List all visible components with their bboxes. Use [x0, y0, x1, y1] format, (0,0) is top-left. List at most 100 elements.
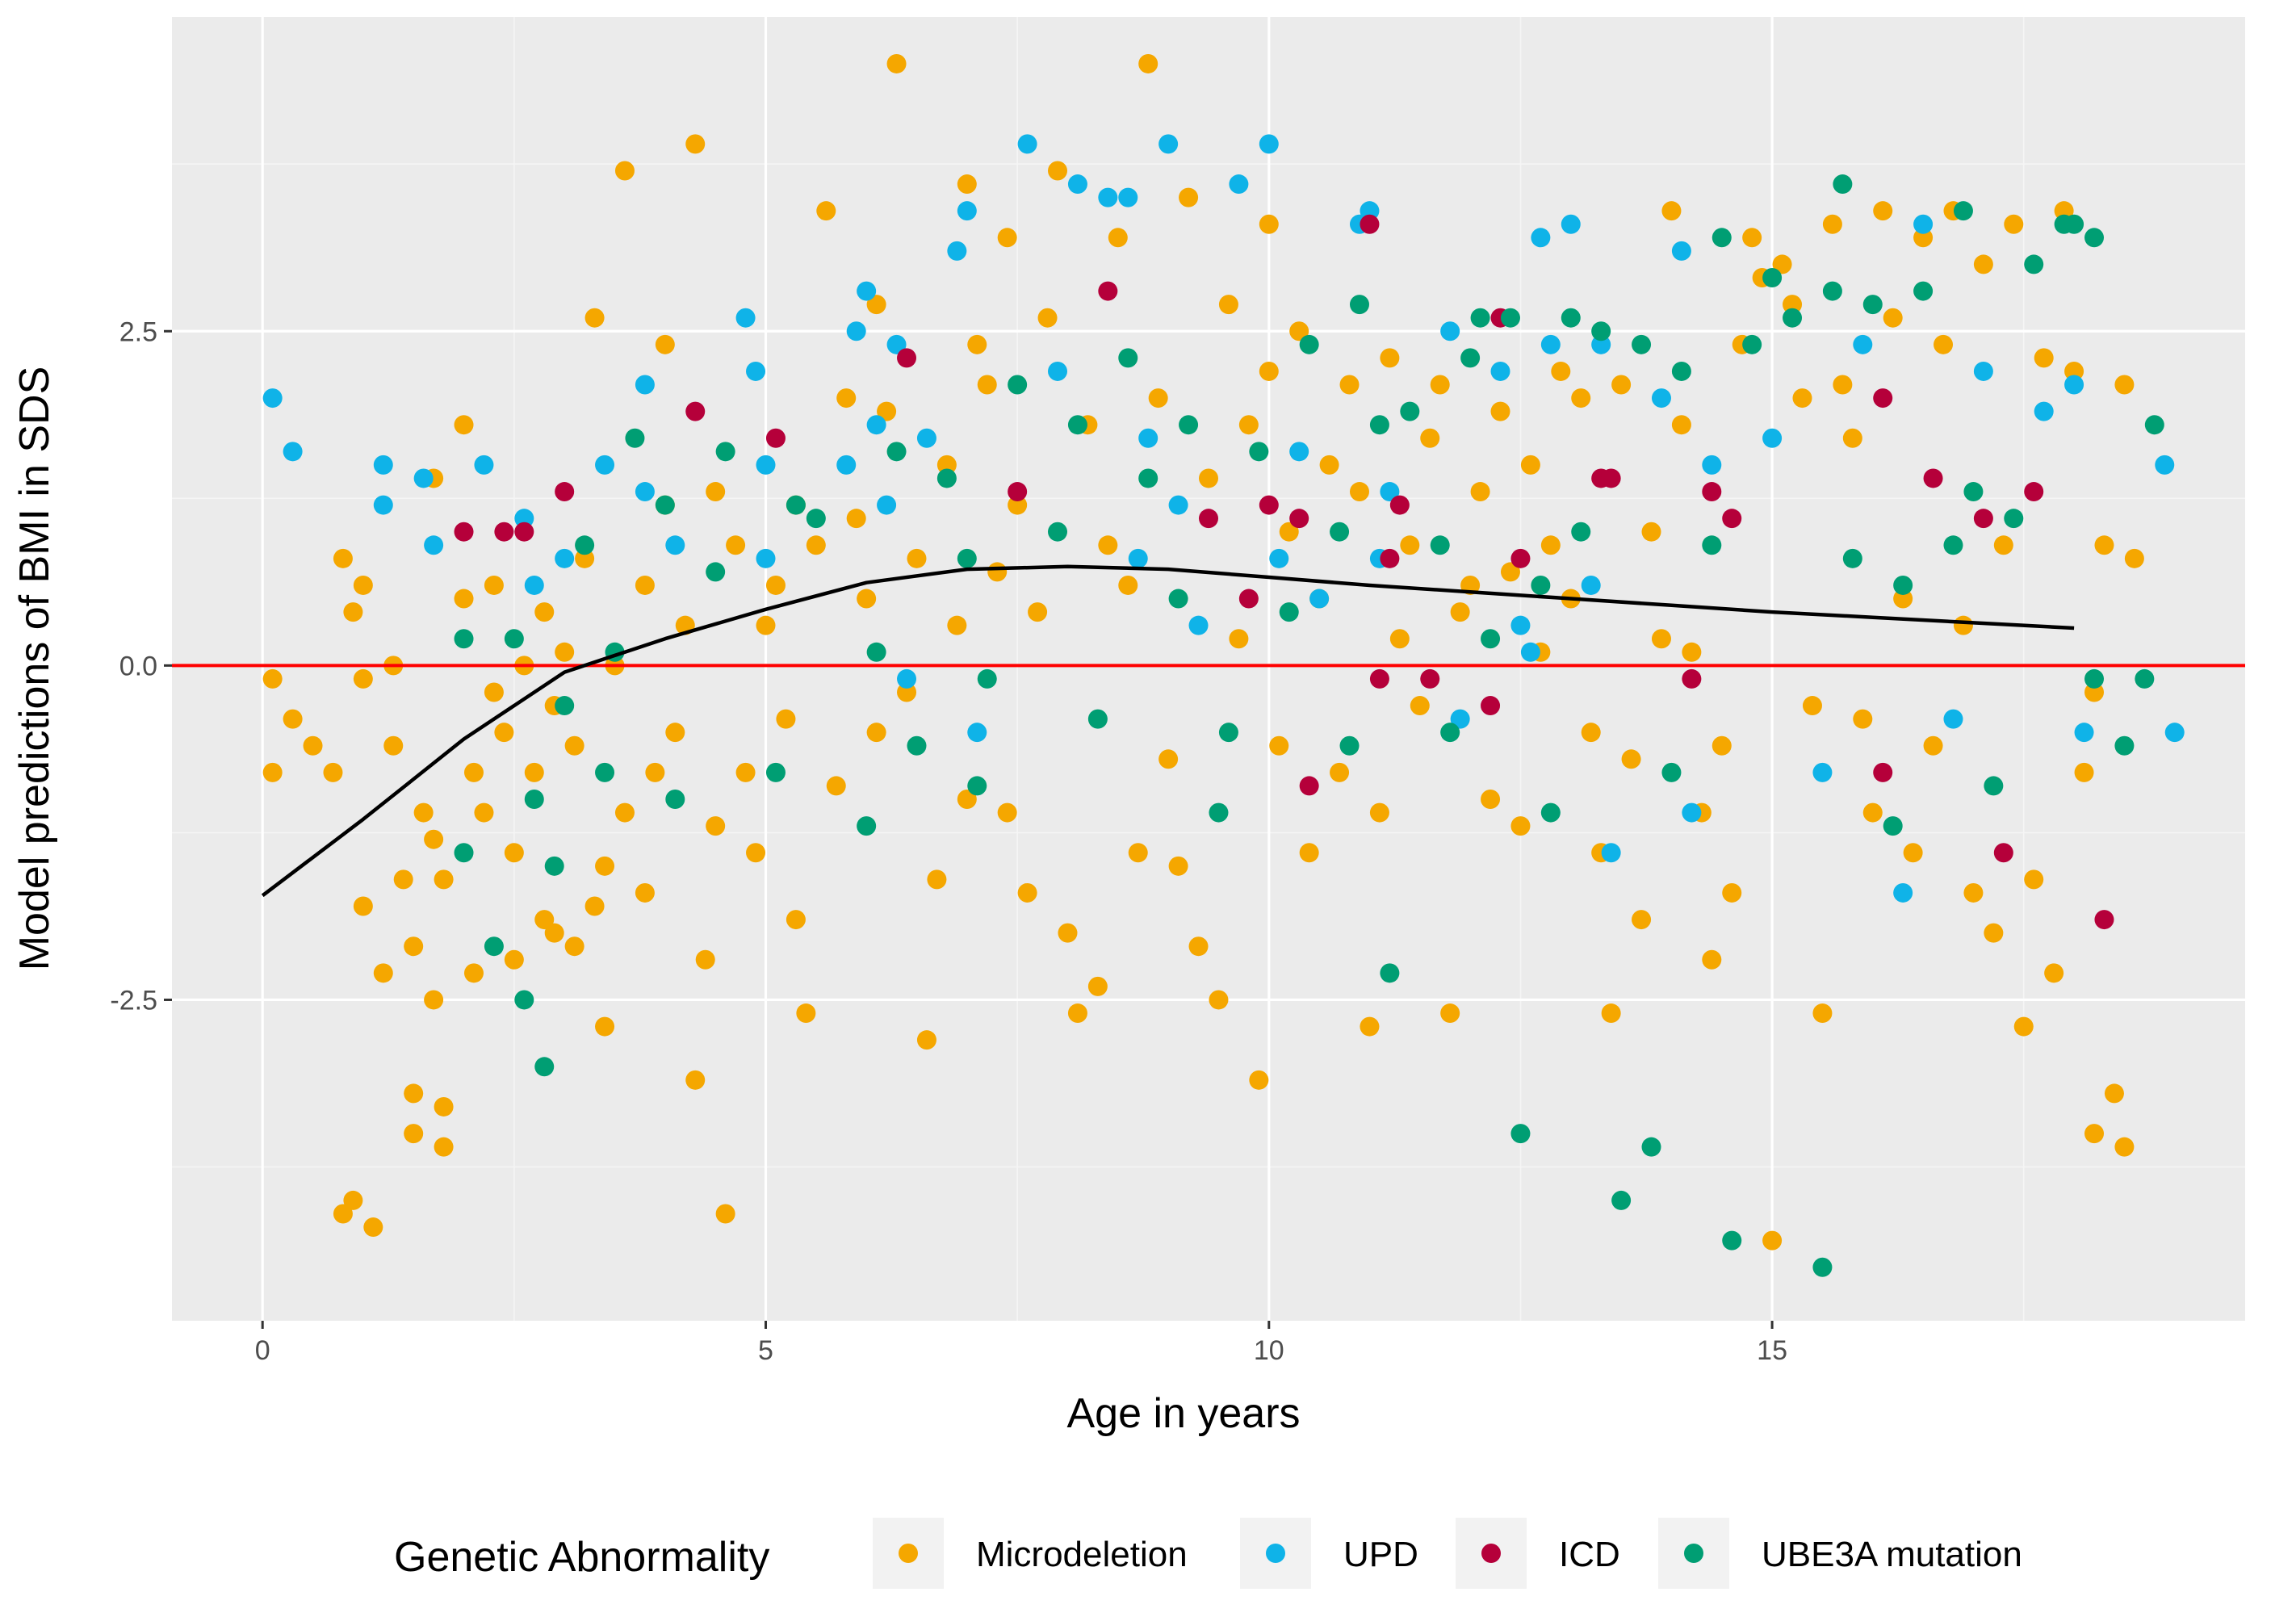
point-microdeletion	[816, 201, 836, 221]
point-ube3a-mutation	[575, 535, 595, 555]
point-ube3a-mutation	[1984, 776, 2004, 796]
point-microdeletion	[1118, 575, 1138, 595]
point-microdeletion	[1973, 254, 1993, 274]
point-microdeletion	[474, 802, 494, 823]
point-upd	[1380, 482, 1400, 502]
point-microdeletion	[1048, 161, 1068, 181]
point-microdeletion	[434, 869, 454, 890]
point-microdeletion	[886, 53, 907, 73]
x-tick-label: 0	[255, 1335, 270, 1366]
point-microdeletion	[786, 910, 806, 930]
point-ube3a-mutation	[1470, 308, 1490, 328]
point-icd	[765, 428, 786, 448]
point-upd	[735, 308, 756, 328]
legend-item-ube3a-mutation: UBE3A mutation	[1658, 1518, 2022, 1589]
point-icd	[1360, 214, 1380, 234]
point-microdeletion	[997, 228, 1017, 248]
point-icd	[1722, 509, 1742, 529]
point-upd	[1450, 709, 1470, 729]
point-upd	[1762, 428, 1783, 448]
point-microdeletion	[715, 1204, 735, 1224]
point-upd	[524, 575, 544, 595]
point-ube3a-mutation	[1118, 348, 1138, 368]
point-ube3a-mutation	[1380, 963, 1400, 983]
plot-panel	[172, 17, 2245, 1321]
point-ube3a-mutation	[2135, 668, 2155, 689]
point-microdeletion	[544, 923, 564, 943]
point-ube3a-mutation	[1430, 535, 1450, 555]
point-icd	[2094, 910, 2114, 930]
point-ube3a-mutation	[1531, 575, 1551, 595]
point-microdeletion	[2104, 1083, 2124, 1104]
point-ube3a-mutation	[595, 762, 615, 782]
point-upd	[846, 321, 866, 341]
point-ube3a-mutation	[514, 990, 534, 1010]
point-microdeletion	[1199, 468, 1218, 488]
point-microdeletion	[424, 990, 444, 1010]
point-ube3a-mutation	[1812, 1257, 1833, 1277]
point-microdeletion	[706, 816, 726, 836]
point-ube3a-mutation	[1510, 1124, 1531, 1144]
legend-key-microdeletion	[899, 1544, 918, 1563]
point-ube3a-mutation	[706, 562, 726, 582]
point-upd	[746, 361, 766, 381]
point-microdeletion	[1862, 802, 1883, 823]
point-microdeletion	[353, 668, 373, 689]
point-microdeletion	[897, 682, 917, 702]
point-microdeletion	[1238, 415, 1259, 435]
point-microdeletion	[1520, 455, 1540, 475]
legend-key-icd	[1481, 1544, 1501, 1563]
point-upd	[1118, 187, 1138, 207]
point-upd	[1098, 187, 1118, 207]
point-upd	[1168, 495, 1188, 515]
point-upd	[2074, 723, 2094, 743]
point-microdeletion	[1259, 214, 1279, 234]
legend-item-icd: ICD	[1456, 1518, 1620, 1589]
point-microdeletion	[1470, 482, 1490, 502]
point-microdeletion	[614, 161, 635, 181]
point-microdeletion	[534, 910, 555, 930]
point-upd	[283, 442, 303, 462]
point-microdeletion	[1289, 321, 1309, 341]
point-ube3a-mutation	[1339, 735, 1360, 756]
point-ube3a-mutation	[907, 735, 927, 756]
point-microdeletion	[1188, 936, 1209, 957]
point-microdeletion	[323, 762, 343, 782]
point-microdeletion	[977, 375, 997, 395]
point-ube3a-mutation	[866, 642, 886, 662]
point-ube3a-mutation	[1963, 482, 1984, 502]
point-microdeletion	[1963, 882, 1984, 903]
point-upd	[1893, 882, 1913, 903]
point-microdeletion	[866, 723, 886, 743]
point-ube3a-mutation	[2114, 735, 2135, 756]
point-ube3a-mutation	[1561, 308, 1581, 328]
point-upd	[1067, 174, 1087, 195]
point-microdeletion	[373, 963, 393, 983]
point-microdeletion	[1380, 348, 1400, 368]
point-microdeletion	[1017, 882, 1037, 903]
x-tick-label: 10	[1254, 1335, 1284, 1366]
point-microdeletion	[907, 548, 927, 568]
point-microdeletion	[685, 134, 706, 154]
point-icd	[1923, 468, 1943, 488]
point-microdeletion	[2094, 535, 2114, 555]
point-microdeletion	[765, 575, 786, 595]
point-upd	[1671, 241, 1691, 261]
point-microdeletion	[333, 1204, 353, 1224]
point-microdeletion	[2004, 214, 2024, 234]
point-microdeletion	[1873, 201, 1893, 221]
y-axis-title: Model predictions of BMI in SDS	[11, 367, 58, 971]
legend-label-upd: UPD	[1343, 1535, 1418, 1574]
point-microdeletion	[735, 762, 756, 782]
point-microdeletion	[1158, 749, 1179, 769]
point-ube3a-mutation	[1632, 334, 1652, 354]
point-upd	[916, 428, 936, 448]
point-microdeletion	[434, 1096, 454, 1117]
point-upd	[1259, 134, 1279, 154]
point-upd	[1360, 201, 1380, 221]
point-microdeletion	[454, 589, 474, 609]
axes: 0 5 10 15 -2.5 0.0 2.5	[110, 316, 1787, 1366]
point-ube3a-mutation	[2144, 415, 2164, 435]
point-upd	[635, 375, 655, 395]
point-ube3a-mutation	[1540, 802, 1561, 823]
